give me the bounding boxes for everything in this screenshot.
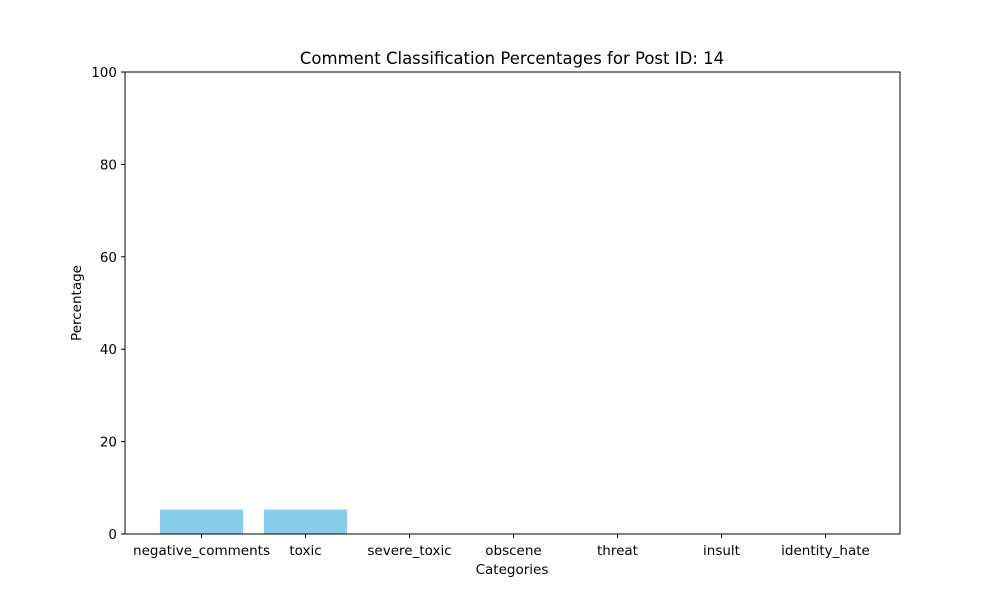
y-tick-label: 100 xyxy=(91,65,117,81)
x-tick-label: severe_toxic xyxy=(367,543,451,559)
y-tick-label: 80 xyxy=(100,157,117,173)
y-tick-label: 20 xyxy=(100,435,117,451)
bar-toxic xyxy=(264,509,347,534)
bar-negative_comments xyxy=(160,509,243,534)
y-tick-label: 0 xyxy=(108,527,117,543)
chart-title: Comment Classification Percentages for P… xyxy=(300,49,724,68)
x-axis: negative_comments toxic severe_toxic obscen… xyxy=(133,534,870,559)
x-axis-label: Categories xyxy=(476,562,549,578)
x-tick-label: negative_comments xyxy=(133,543,270,559)
y-tick-label: 60 xyxy=(100,250,117,266)
x-tick-label: threat xyxy=(597,543,638,559)
y-axis: 0 20 40 60 80 100 xyxy=(91,65,125,543)
bars-group xyxy=(160,509,347,534)
x-tick-label: insult xyxy=(703,543,740,559)
x-tick-label: identity_hate xyxy=(781,543,870,559)
y-tick-label: 40 xyxy=(100,342,117,358)
plot-frame xyxy=(124,71,901,535)
x-tick-label: toxic xyxy=(289,543,321,559)
y-axis-label: Percentage xyxy=(69,265,85,341)
x-tick-label: obscene xyxy=(485,543,541,559)
